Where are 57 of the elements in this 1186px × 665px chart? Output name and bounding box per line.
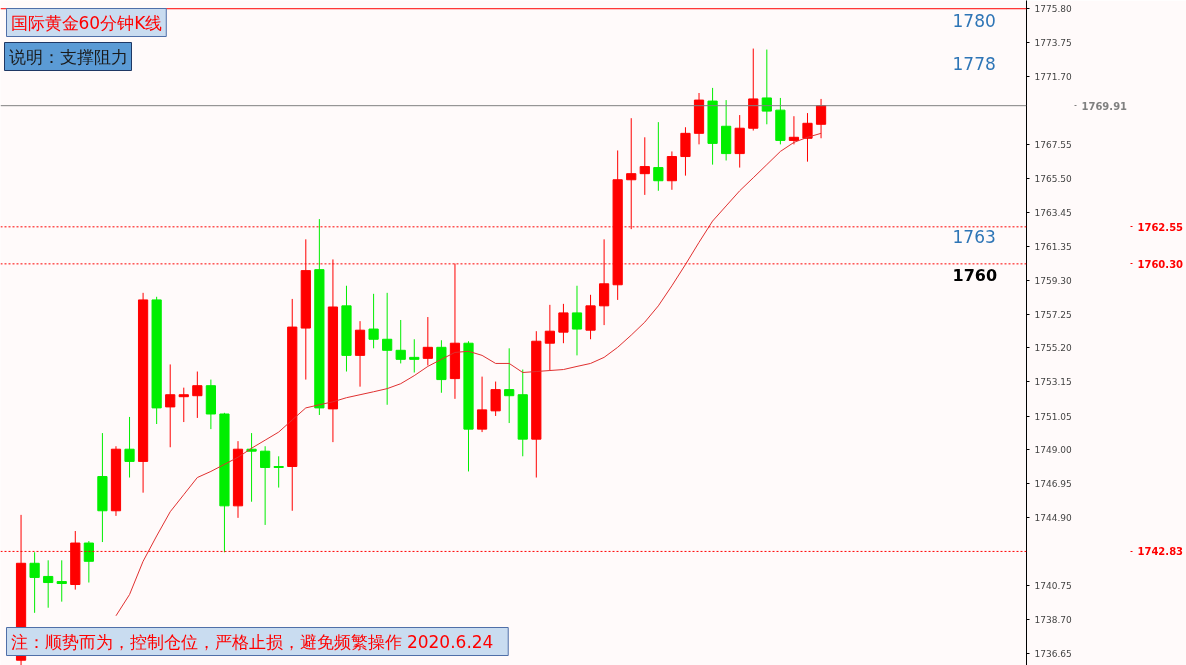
ref-line-label: 1742.83	[1137, 546, 1184, 558]
candlestick	[558, 303, 569, 344]
y-tick-label: 1753.15	[1034, 377, 1072, 388]
text: 1780	[952, 10, 996, 31]
y-tick-label: 1763.45	[1034, 207, 1072, 218]
candlestick	[409, 338, 420, 373]
candlestick	[639, 136, 650, 196]
y-tick-label: 1765.50	[1034, 173, 1072, 184]
candlestick	[490, 381, 501, 417]
candlestick	[476, 376, 488, 433]
y-tick-label: 1751.05	[1034, 411, 1072, 422]
y-tick-label: 1749.00	[1034, 445, 1072, 456]
candlestick	[788, 115, 800, 145]
candlestick	[43, 559, 54, 609]
y-tick-label: 1746.95	[1034, 479, 1072, 490]
text: 1760	[952, 265, 998, 285]
candlestick	[260, 445, 271, 526]
text: 国际黄金60分钟K线	[10, 12, 163, 33]
candlestick	[368, 293, 379, 349]
y-tick-label: 1740.75	[1034, 581, 1072, 592]
candlestick	[504, 347, 515, 424]
ref-line-label: 1760.30	[1137, 258, 1184, 270]
ref-line-label: 1769.91	[1081, 100, 1128, 112]
candlestick	[273, 455, 284, 489]
candlestick	[815, 98, 827, 139]
candlestick	[571, 285, 583, 356]
candlestick	[395, 319, 406, 364]
candlestick	[680, 126, 691, 177]
y-tick-label: 1771.70	[1034, 71, 1072, 82]
y-tick-label: 1755.20	[1034, 343, 1072, 354]
y-tick-label: 1736.65	[1034, 648, 1072, 659]
y-tick-label: 1759.30	[1034, 275, 1072, 286]
annotation: 说明：支撑阻力	[8, 46, 128, 67]
text: 1778	[952, 53, 996, 74]
y-tick-label: 1738.70	[1034, 614, 1072, 625]
y-tick-label: 1773.75	[1034, 37, 1072, 48]
candlestick	[544, 304, 555, 372]
y-tick-label: 1757.25	[1034, 309, 1072, 320]
candlestick	[422, 316, 433, 366]
text: 1763	[952, 226, 996, 247]
y-tick-label: 1775.80	[1034, 4, 1072, 15]
y-tick-label: 1744.90	[1034, 512, 1072, 523]
candlestick	[56, 559, 67, 603]
candlestick	[165, 363, 176, 448]
candlestick	[29, 551, 40, 614]
candlestick	[178, 387, 189, 423]
candlestick	[802, 112, 813, 163]
candlestick	[761, 49, 772, 125]
ref-line-label: 1762.55	[1137, 221, 1184, 233]
candlestick	[653, 121, 664, 192]
annotation: 注：顺势而为，控制仓位，严格止损，避免频繁操作 2020.6.24	[10, 631, 494, 652]
candlestick	[124, 416, 135, 479]
candlestick	[192, 371, 203, 419]
y-tick-label: 1767.55	[1034, 140, 1072, 151]
candlestick	[83, 540, 94, 584]
y-tick-label: 1761.35	[1034, 242, 1072, 253]
candlestick	[382, 292, 393, 406]
